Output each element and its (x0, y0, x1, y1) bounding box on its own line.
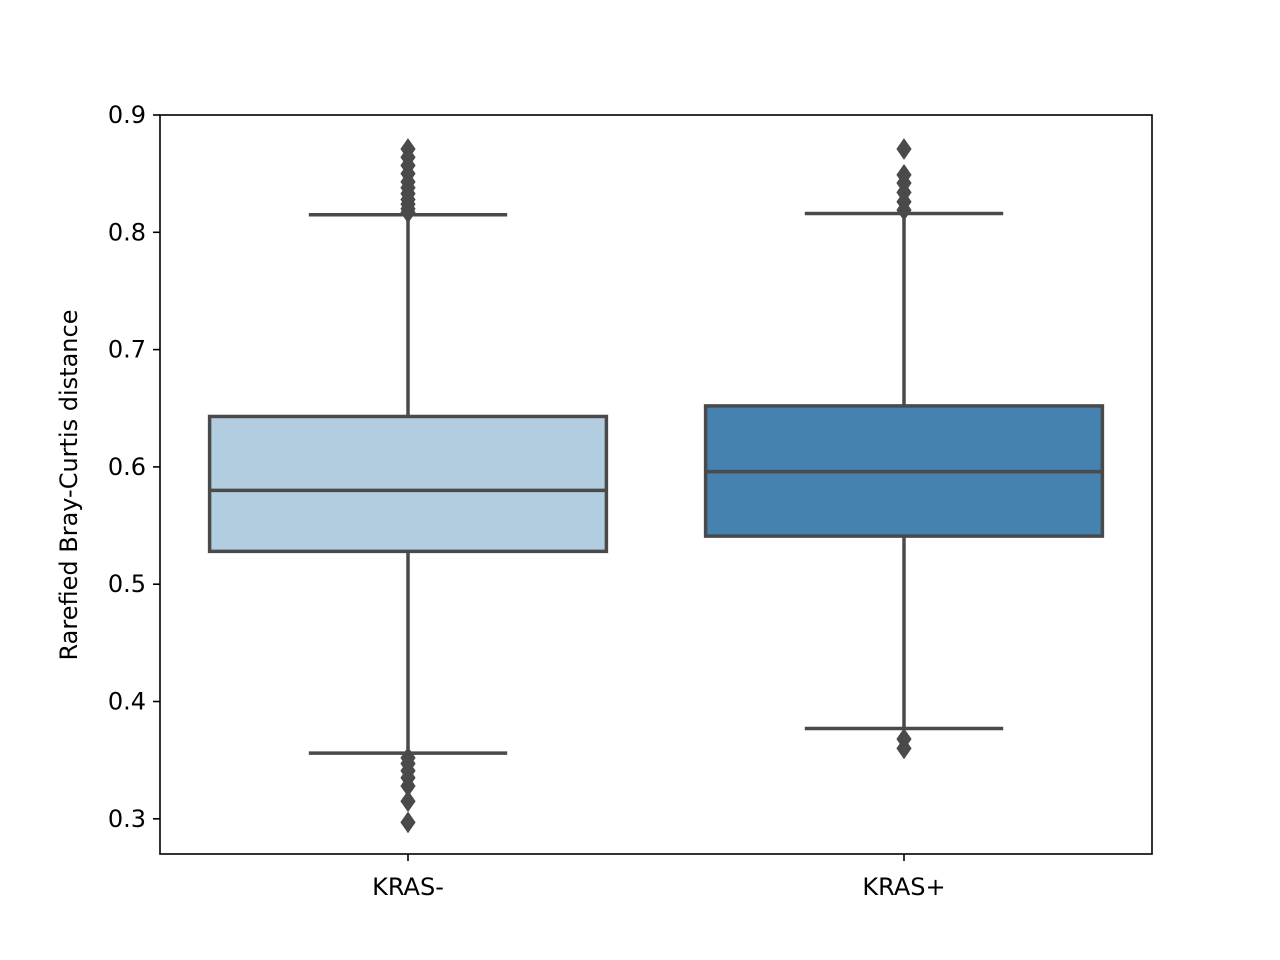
x-tick-label: KRAS+ (862, 873, 945, 901)
outlier-point (400, 138, 416, 160)
outlier-point (400, 746, 416, 769)
plot-area (207, 138, 1105, 834)
y-tick-label: 0.8 (108, 218, 146, 246)
outlier-point (896, 138, 912, 160)
y-tick-label: 0.9 (108, 101, 146, 129)
y-tick-label: 0.6 (108, 453, 146, 481)
outlier-point (896, 728, 912, 750)
axes: 0.3 0.4 0.5 0.6 0.7 0.8 0.9 KRAS- KRAS+ (108, 101, 946, 901)
y-tick-label: 0.5 (108, 570, 146, 598)
y-tick-label: 0.3 (108, 805, 146, 833)
outlier-point (400, 811, 416, 834)
box-group-kras-neg (207, 138, 609, 834)
x-tick-label: KRAS- (372, 873, 444, 901)
outlier-point (400, 790, 416, 813)
box-group-kras-pos (703, 138, 1105, 760)
y-tick-label: 0.4 (108, 688, 146, 716)
axes-frame (159, 114, 1153, 855)
outlier-point (896, 163, 912, 186)
iqr-box (207, 414, 609, 554)
y-axis-label: Rarefied Bray-Curtis distance (55, 310, 83, 661)
y-tick-label: 0.7 (108, 336, 146, 364)
